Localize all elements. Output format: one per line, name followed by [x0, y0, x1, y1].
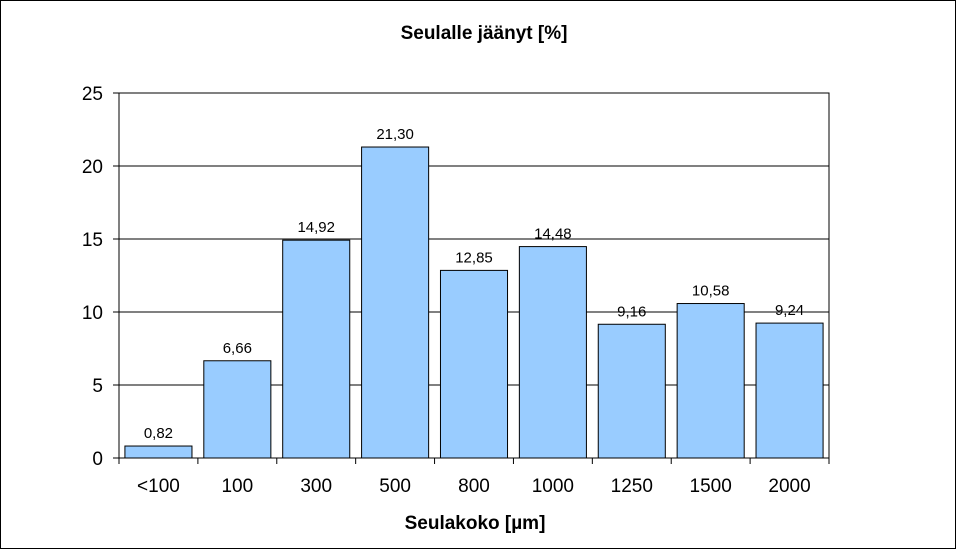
- bar: [203, 360, 272, 459]
- data-labels: 0,82 6,66 14,92 21,30 12,85 14,48 9,16 10,58 9,2…: [144, 126, 804, 442]
- x-tick-label: 1500: [690, 476, 732, 497]
- data-label: 9,24: [775, 302, 804, 319]
- x-tick-label: 1250: [611, 476, 653, 497]
- y-tick-label: 25: [82, 84, 103, 105]
- y-tick-label: 15: [82, 230, 103, 251]
- y-tick-label: 0: [92, 449, 103, 470]
- data-label: 14,92: [297, 219, 335, 236]
- data-label: 12,85: [455, 249, 493, 266]
- chart-title: Seulalle jäänyt [%]: [401, 23, 568, 44]
- x-tick-label: 2000: [768, 476, 810, 497]
- data-label: 9,16: [617, 303, 646, 320]
- bar: [282, 239, 351, 459]
- x-tick-label: 100: [221, 476, 253, 497]
- y-tick-label: 20: [82, 157, 103, 178]
- data-label: 10,58: [692, 283, 730, 300]
- bars: [124, 146, 824, 459]
- bar: [439, 269, 509, 459]
- data-label: 6,66: [223, 340, 252, 357]
- y-tick-label: 10: [82, 303, 103, 324]
- x-tick-label: 1000: [532, 476, 574, 497]
- data-label: 14,48: [534, 226, 572, 243]
- x-tick-label: 300: [300, 476, 332, 497]
- bar: [124, 445, 193, 459]
- y-axis-ticks: 0 5 10 15 20 25: [82, 84, 119, 470]
- x-tick-label: 800: [458, 476, 490, 497]
- data-label: 0,82: [144, 425, 173, 442]
- x-axis-title: Seulakoko [µm]: [405, 513, 546, 534]
- bar: [676, 303, 745, 459]
- bar: [361, 146, 430, 459]
- x-tick-label: 500: [379, 476, 411, 497]
- data-label: 21,30: [376, 126, 414, 143]
- y-tick-label: 5: [92, 376, 103, 397]
- x-axis-ticks: <100 100 300 500 800 1000 1250 1500 2000: [118, 458, 830, 497]
- x-tick-label: <100: [137, 476, 180, 497]
- bar: [755, 322, 824, 459]
- bar: [518, 246, 587, 459]
- bar: [597, 323, 666, 459]
